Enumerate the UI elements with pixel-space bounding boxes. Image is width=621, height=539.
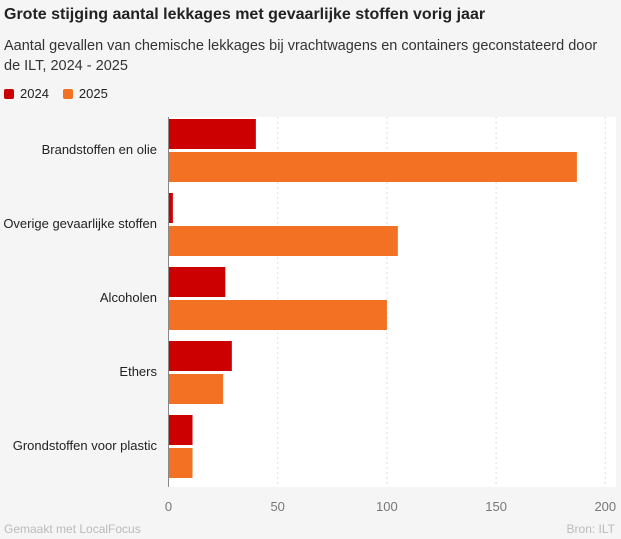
bar-2025: [168, 152, 577, 182]
bar-2025: [168, 374, 224, 404]
legend-item-2025[interactable]: 2025: [62, 86, 108, 101]
legend-label: 2024: [20, 86, 49, 101]
bar-2025: [168, 300, 387, 330]
footer-source: Bron: ILT: [566, 522, 615, 536]
x-tick-label: 100: [376, 499, 398, 514]
category-label: Alcoholen: [100, 290, 157, 305]
legend-swatch: [4, 88, 14, 99]
x-tick-label: 50: [270, 499, 284, 514]
category-label: Brandstoffen en olie: [42, 142, 157, 157]
legend-swatch: [62, 88, 73, 99]
x-tick-label: 200: [594, 499, 616, 514]
bar-2024: [168, 119, 256, 149]
x-tick-label: 150: [485, 499, 507, 514]
bar-2025: [168, 226, 398, 256]
category-label: Ethers: [119, 364, 157, 379]
legend-item-2024[interactable]: 2024: [4, 86, 49, 101]
x-tick-label: 0: [165, 499, 172, 514]
category-label: Overige gevaarlijke stoffen: [3, 216, 157, 231]
legend-label: 2025: [78, 86, 108, 101]
chart-subtitle: Aantal gevallen van chemische lekkages b…: [4, 38, 598, 74]
footer-credit[interactable]: Gemaakt met LocalFocus: [4, 522, 141, 536]
bar-2024: [168, 341, 232, 371]
bar-2025: [168, 448, 193, 478]
chart-title: Grote stijging aantal lekkages met gevaa…: [4, 6, 486, 23]
legend: 2024 2025: [4, 86, 108, 101]
category-label: Grondstoffen voor plastic: [13, 438, 158, 453]
bar-2024: [168, 267, 226, 297]
bar-2024: [168, 193, 173, 223]
bar-2024: [168, 415, 193, 445]
